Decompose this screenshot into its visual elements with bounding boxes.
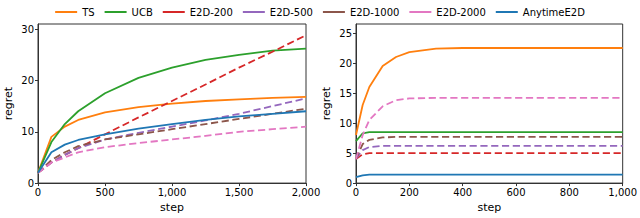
svg-text:regret: regret [320, 86, 333, 120]
svg-text:regret: regret [2, 86, 15, 120]
svg-text:step: step [160, 201, 184, 214]
svg-text:1,000: 1,000 [158, 187, 187, 198]
svg-text:500: 500 [95, 187, 114, 198]
svg-text:2,000: 2,000 [292, 187, 321, 198]
svg-text:10: 10 [21, 126, 34, 137]
svg-text:20: 20 [339, 58, 352, 69]
svg-text:20: 20 [21, 75, 34, 86]
svg-text:E2D-500: E2D-500 [270, 7, 313, 18]
svg-text:AnytimeE2D: AnytimeE2D [523, 7, 585, 18]
svg-text:1,500: 1,500 [225, 187, 254, 198]
svg-text:0: 0 [28, 178, 34, 189]
svg-text:5: 5 [346, 148, 352, 159]
svg-text:25: 25 [339, 28, 352, 39]
svg-text:0: 0 [353, 187, 359, 198]
svg-text:0: 0 [346, 178, 352, 189]
svg-text:30: 30 [21, 24, 34, 35]
svg-text:1,000: 1,000 [608, 187, 637, 198]
svg-text:600: 600 [506, 187, 525, 198]
svg-text:15: 15 [339, 88, 352, 99]
svg-text:0: 0 [35, 187, 41, 198]
svg-text:200: 200 [400, 187, 419, 198]
svg-text:10: 10 [339, 118, 352, 129]
svg-text:TS: TS [81, 7, 94, 18]
svg-text:400: 400 [453, 187, 472, 198]
svg-text:E2D-1000: E2D-1000 [350, 7, 399, 18]
svg-text:800: 800 [560, 187, 579, 198]
svg-text:step: step [477, 201, 501, 214]
svg-text:E2D-2000: E2D-2000 [436, 7, 485, 18]
svg-text:E2D-200: E2D-200 [190, 7, 233, 18]
svg-text:UCB: UCB [132, 7, 153, 18]
